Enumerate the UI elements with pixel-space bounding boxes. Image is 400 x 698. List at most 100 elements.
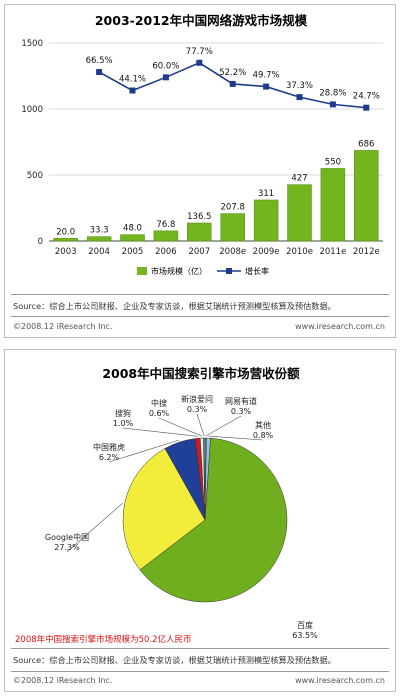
bar-value-label: 33.3	[90, 226, 109, 236]
x-tick-label: 2005	[122, 247, 144, 257]
bar-value-label: 207.8	[221, 203, 245, 213]
leader-line	[196, 413, 205, 437]
slice-name-label: 中搜	[151, 398, 167, 408]
pie-slice	[122, 448, 206, 571]
bar	[153, 230, 179, 242]
bar-value-label: 76.8	[156, 220, 175, 230]
slice-value-label: 0.3%	[231, 407, 252, 416]
pie-leader-lines	[66, 413, 264, 553]
slice-value-label: 0.3%	[187, 405, 208, 414]
growth-marker	[129, 87, 136, 94]
market-size-chart: 2003-2012年中国网络游戏市场规模 0 500 1000 1500 20.0 33…	[21, 13, 383, 276]
bar	[187, 222, 212, 242]
copyright-text: ©2008.12 iResearch Inc.	[13, 322, 113, 331]
growth-label: 24.7%	[353, 92, 380, 102]
growth-label: 60.0%	[152, 61, 179, 71]
growth-label: 66.5%	[86, 56, 113, 66]
slice-name-label: 搜狗	[115, 408, 131, 418]
slice-name-label: 中国雅虎	[93, 442, 125, 452]
slice-name-label: 其他	[255, 420, 271, 430]
x-axis-ticks: 2003 2004 2005 2006 2007 2008e 2009e 2010e 2011e…	[55, 247, 380, 257]
source-text: Source：综合上市公司财报、企业及专家访谈，根据艾瑞统计预测模型核算及预估数…	[13, 301, 336, 311]
market-size-note: 2008年中国搜索引擎市场规模为50.2亿人民币	[15, 635, 192, 645]
website-text: www.iresearch.com.cn	[295, 676, 385, 685]
source-text: Source：综合上市公司财报、企业及专家访谈，根据艾瑞统计预测模型核算及预估数…	[13, 655, 336, 665]
growth-marker	[296, 94, 303, 101]
bar-series: 20.0 33.3 48.0 76.8 136.5 207.8 311 427 550 686	[53, 139, 379, 242]
x-tick-label: 2012e	[353, 247, 380, 257]
bar-value-label: 136.5	[187, 212, 211, 222]
x-tick-label: 2011e	[319, 247, 346, 257]
bar-value-label: 686	[358, 139, 374, 149]
leader-line	[158, 417, 202, 437]
leader-line	[122, 427, 198, 437]
footer-divider	[11, 294, 389, 295]
chart-legend: 市场规模（亿） 增长率	[137, 266, 269, 276]
chart-title: 2008年中国搜索引擎市场营收份额	[102, 366, 300, 381]
bar	[86, 236, 112, 242]
growth-marker	[162, 74, 169, 81]
growth-marker	[196, 59, 203, 66]
bar	[354, 150, 379, 242]
x-tick-label: 2009e	[253, 247, 280, 257]
slice-value-label: 0.6%	[149, 409, 170, 418]
leader-line	[108, 439, 180, 463]
bar-value-label: 550	[325, 157, 341, 167]
bar	[53, 238, 78, 242]
growth-marker	[263, 83, 270, 90]
growth-label: 77.7%	[186, 47, 213, 57]
slice-name-label: Google中国	[45, 532, 89, 542]
leader-line	[208, 435, 264, 441]
slice-value-label: 1.0%	[113, 419, 134, 428]
slice-name-label: 网易有道	[225, 396, 257, 406]
footer-divider	[11, 671, 389, 672]
slice-value-label: 6.2%	[99, 453, 120, 462]
copyright-text: ©2008.12 iResearch Inc.	[13, 676, 113, 685]
y-tick-label: 1500	[21, 39, 43, 49]
legend-line-marker	[226, 268, 232, 274]
x-tick-label: 2007	[188, 247, 210, 257]
y-tick-label: 0	[38, 237, 43, 247]
legend-line-label: 增长率	[245, 266, 269, 276]
y-tick-label: 500	[27, 171, 43, 181]
growth-line-series: 66.5% 44.1% 60.0% 77.7% 52.2% 49.7% 37.3% 28.8%…	[86, 47, 380, 111]
slice-name-label: 百度	[297, 620, 313, 630]
chart-title: 2003-2012年中国网络游戏市场规模	[95, 13, 308, 28]
slice-value-label: 63.5%	[292, 631, 318, 640]
bar	[120, 234, 145, 242]
x-tick-label: 2008e	[219, 247, 246, 257]
slice-value-label: 27.3%	[54, 543, 80, 552]
footer-divider	[11, 316, 389, 317]
pie-slices	[122, 437, 288, 603]
growth-marker	[229, 80, 236, 87]
bar-value-label: 20.0	[56, 227, 75, 237]
y-tick-label: 1000	[21, 105, 43, 115]
x-tick-label: 2010e	[286, 247, 313, 257]
bar-value-label: 427	[291, 174, 307, 184]
bar	[287, 184, 312, 242]
growth-label: 49.7%	[253, 71, 280, 81]
bar-value-label: 48.0	[123, 224, 142, 234]
leader-line	[205, 415, 242, 437]
growth-label: 37.3%	[286, 81, 313, 91]
pie-slice	[139, 437, 288, 603]
bar	[253, 199, 279, 242]
pie-slice	[164, 438, 206, 521]
growth-label: 52.2%	[219, 68, 246, 78]
x-tick-label: 2003	[55, 247, 77, 257]
legend-bar-swatch	[137, 267, 147, 275]
bar-value-label: 311	[258, 189, 274, 199]
slice-name-label: 新浪爱问	[181, 394, 213, 404]
growth-label: 28.8%	[319, 88, 346, 98]
x-tick-label: 2004	[88, 247, 110, 257]
bar	[220, 213, 245, 242]
search-engine-share-panel: 2008年中国搜索引擎市场营收份额 百度 63.5% Google中国 27.3% 中国…	[4, 349, 396, 692]
legend-bar-label: 市场规模（亿）	[151, 266, 207, 276]
bar	[320, 168, 346, 242]
website-text: www.iresearch.com.cn	[295, 322, 385, 331]
growth-label: 44.1%	[119, 75, 146, 85]
leader-line	[66, 502, 123, 553]
market-size-chart-panel: 2003-2012年中国网络游戏市场规模 0 500 1000 1500 20.0 33…	[4, 4, 396, 338]
